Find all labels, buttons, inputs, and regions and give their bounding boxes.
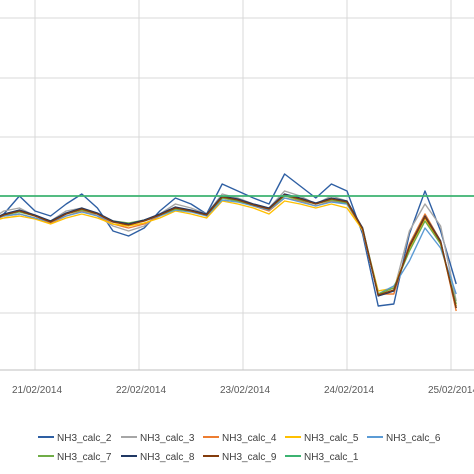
series-lines [0,173,457,312]
legend-label: NH3_calc_5 [304,433,359,444]
x-tick-label: 21/02/2014 [12,385,62,396]
legend-label: NH3_calc_4 [222,433,277,444]
x-tick-label: 25/02/2014 [428,385,474,396]
x-tick-label: 24/02/2014 [324,385,374,396]
gridlines [0,0,474,371]
x-axis: 21/02/2014 22/02/2014 23/02/2014 24/02/2014… [12,385,474,396]
legend-label: NH3_calc_9 [222,452,277,463]
legend-label: NH3_calc_6 [386,433,441,444]
legend-label: NH3_calc_8 [140,452,195,463]
legend-label: NH3_calc_1 [304,452,359,463]
legend-label: NH3_calc_2 [57,433,112,444]
x-tick-label: 23/02/2014 [220,385,270,396]
series-line-nh3-calc-3 [0,190,457,302]
legend-label: NH3_calc_7 [57,452,112,463]
series-line-nh3-calc-2 [0,173,457,307]
legend: NH3_calc_2 NH3_calc_3 NH3_calc_4 NH3_calc_5… [38,433,441,463]
series-line-nh3-calc-9 [0,194,457,309]
legend-label: NH3_calc_3 [140,433,195,444]
x-tick-label: 22/02/2014 [116,385,166,396]
